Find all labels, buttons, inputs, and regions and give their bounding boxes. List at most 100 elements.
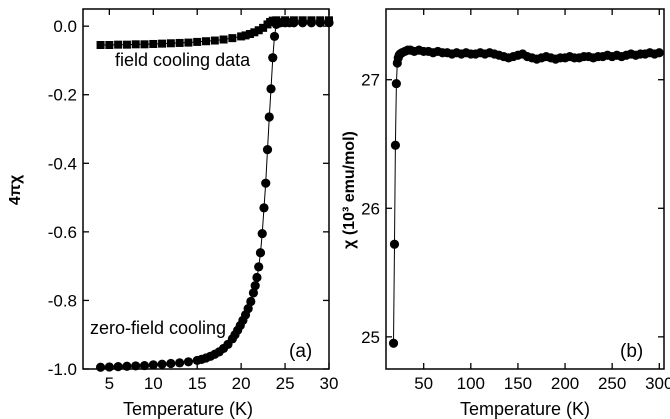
panel-a-xtick-label: 25 [276, 374, 295, 393]
panel-a-series-1-point [315, 18, 325, 28]
panel-a-series-1-point [252, 272, 262, 283]
panel-a-series-1-point [269, 31, 280, 42]
panel-b-ticks: 50 100 150 200 250 300 25 26 27 [361, 9, 670, 393]
panel-a-series-0-point [259, 23, 268, 32]
panel-a-series-1-point [113, 362, 123, 372]
panel-a-series-0-point [122, 40, 131, 49]
panel-b-ytick-label: 26 [361, 199, 380, 218]
panel-a-ytick-label: -0.8 [48, 291, 77, 310]
panel-a-series-1-point [255, 248, 266, 258]
panel-a-series-1-point [261, 178, 271, 188]
panel-a-series-0-point [193, 37, 202, 46]
panel-a-series-1-point [257, 228, 267, 239]
panel-a-series-0-point [237, 32, 246, 41]
panel-a-series-1-point [266, 84, 276, 94]
panel-a-lines [100, 19, 329, 368]
panel-a-series-0-point [158, 39, 167, 48]
panel-a-xtick-label: 5 [105, 374, 114, 393]
panel-a-series-0-point [131, 40, 140, 49]
panel-a-series-1-line [100, 22, 329, 368]
panel-a-series-1-point [243, 304, 253, 314]
panel-b-xtick-label: 200 [551, 374, 579, 393]
panel-b-frame [385, 8, 665, 370]
panel-a-series-1-point [259, 203, 269, 213]
panel-a-xlabel: Temperature (K) [123, 399, 253, 419]
panel-a-ytick-label: -1.0 [48, 360, 77, 379]
panel-a-xtick-label: 10 [144, 374, 163, 393]
panel-a-series-0-point [241, 31, 250, 40]
panel-a-series-1-point [289, 18, 299, 28]
panel-a-series-1-point [246, 296, 256, 307]
panel-a-series-1-point [324, 18, 334, 28]
panel-b-lines [393, 49, 660, 344]
panel-a-series-0-point [166, 39, 175, 48]
panel-b: 50 100 150 200 250 300 25 26 27 (b) Temperature … [341, 8, 670, 419]
panel-a-series-1-point [131, 361, 141, 371]
panel-a-series-1-point [104, 362, 114, 372]
panel-a-series-1-point [298, 18, 308, 28]
panel-a-ytick-label: -0.6 [48, 223, 77, 242]
panel-a: 5 10 15 20 25 30 0.0 -0.2 -0.4 -0.6 -0.8 -1.0 field… [7, 8, 339, 419]
panel-b-series-0-line [393, 49, 660, 344]
panel-a-series-0-point [175, 38, 184, 47]
panel-a-marks [95, 16, 334, 372]
panel-b-xtick-label: 100 [457, 374, 485, 393]
panel-a-series-0-point [149, 39, 158, 48]
panel-b-marks [388, 45, 664, 348]
panel-b-xtick-label: 50 [414, 374, 433, 393]
panel-a-annotation-fc: field cooling data [115, 50, 251, 70]
panel-b-xlabel: Temperature (K) [460, 399, 590, 419]
panel-b-ytick-label: 27 [361, 71, 380, 90]
panel-a-series-1-point [166, 358, 176, 369]
panel-a-annotation-zfc: zero-field cooling [90, 318, 226, 338]
panel-a-series-0-point [250, 28, 259, 37]
panel-a-xtick-label: 15 [188, 374, 207, 393]
panel-a-series-1-point [139, 360, 150, 371]
panel-a-series-0-point [184, 38, 193, 47]
panel-a-series-0-point [228, 34, 237, 43]
panel-b-label: (b) [620, 341, 643, 362]
panel-b-xtick-label: 150 [504, 374, 532, 393]
panel-a-series-0-point [140, 40, 149, 49]
panel-b-series-0-point [388, 338, 399, 348]
panel-a-series-0-point [210, 36, 219, 45]
panel-a-ytick-label: -0.4 [48, 154, 77, 173]
panel-a-series-0-point [105, 41, 114, 49]
panel-a-series-0-point [254, 26, 263, 35]
panel-a-xtick-label: 20 [232, 374, 251, 393]
panel-a-series-1-point [148, 360, 158, 370]
panel-b-series-0-point [390, 140, 401, 150]
panel-a-ticks: 5 10 15 20 25 30 0.0 -0.2 -0.4 -0.6 -0.8 -1.0 [48, 9, 339, 393]
panel-b-series-0-point [391, 78, 401, 89]
panel-a-series-1-point [264, 112, 274, 122]
panel-b-ytick-label: 25 [361, 328, 380, 347]
panel-b-xtick-label: 300 [645, 374, 670, 393]
panel-a-series-1-point [157, 359, 167, 369]
panel-a-series-0-point [114, 40, 123, 49]
panel-a-series-1-point [254, 262, 264, 272]
panel-a-series-0-point [202, 37, 210, 46]
panel-a-series-1-point [250, 281, 260, 291]
panel-b-series-0-point [389, 239, 400, 249]
panel-a-series-0-point [96, 41, 105, 49]
panel-b-ylabel: χ (10³ emu/mol) [341, 131, 358, 249]
panel-a-ytick-label: -0.2 [48, 86, 77, 105]
panel-b-xtick-label: 250 [598, 374, 626, 393]
panel-a-label: (a) [289, 341, 312, 362]
panel-a-series-1-point [248, 288, 259, 298]
panel-a-frame [82, 8, 330, 370]
panel-a-series-1-point [175, 358, 185, 368]
panel-a-series-1-point [306, 18, 317, 28]
panel-a-ylabel: 4πχ [7, 174, 24, 205]
panel-a-series-1-point [122, 361, 132, 371]
panel-a-ytick-label: 0.0 [53, 17, 77, 36]
panel-a-series-0-point [245, 30, 254, 39]
panel-a-series-1-point [95, 362, 106, 372]
panel-a-series-0-point [219, 35, 228, 44]
panel-a-xtick-label: 30 [320, 374, 339, 393]
panel-a-series-1-point [262, 144, 273, 155]
panel-a-series-1-point [183, 357, 194, 367]
panel-a-series-1-point [268, 53, 278, 63]
panel-b-series-0-point [654, 48, 664, 58]
